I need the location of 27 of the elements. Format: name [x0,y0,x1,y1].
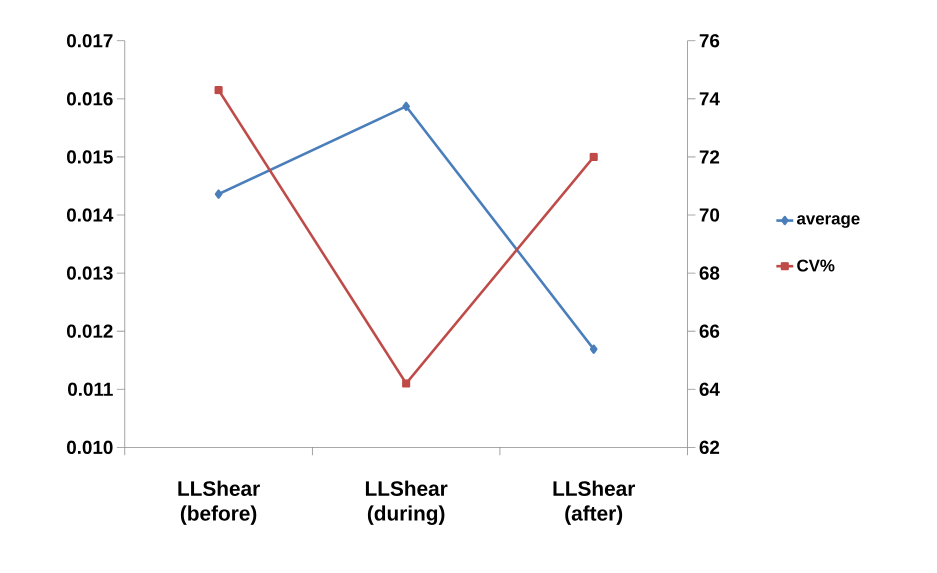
y-tick-label: 0.013 [67,266,113,280]
y2-tick-label: 62 [700,440,720,454]
point [590,344,598,354]
y-tick-label: 0.011 [68,382,113,396]
point [214,190,222,199]
point [214,86,223,94]
x-tick-label: LLShear (after) [553,480,636,526]
x-tick-label: LLShear (during) [366,480,448,526]
y2-tick-label: 76 [700,34,720,48]
point [402,380,410,388]
y-tick-label: 0.015 [67,150,113,164]
y-tick-label: 0.012 [67,324,113,338]
y2-tick-label: 74 [700,92,720,106]
x-tick-label: LLShear (before) [178,480,260,526]
y2-tick-label: 64 [700,382,720,396]
y-tick-label: 0.014 [67,208,114,222]
y2-tick-label: 66 [700,324,720,338]
y-tick-label: 0.010 [67,440,113,454]
y-tick-label: 0.017 [67,34,113,48]
point [590,153,598,162]
y2-tick-label: 72 [700,150,720,164]
legend-label: CV% [797,260,834,272]
y2-tick-label: 70 [700,208,720,222]
y2-tick-label: 68 [700,266,720,280]
y-tick-label: 0.016 [67,92,113,106]
legend-label: average [797,215,860,228]
point [402,102,410,112]
